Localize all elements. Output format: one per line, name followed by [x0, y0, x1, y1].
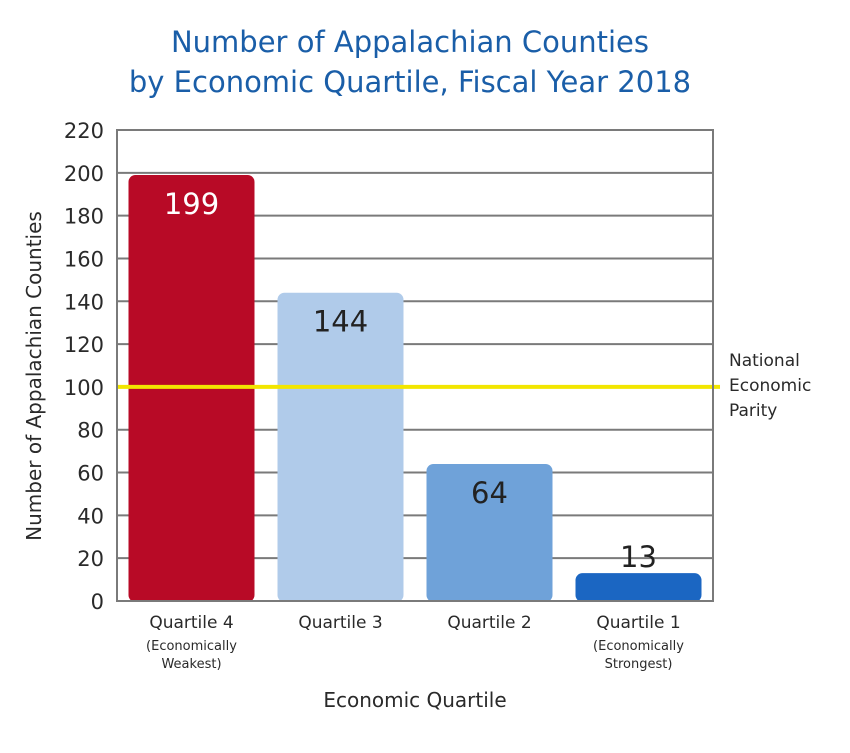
x-tick-sublabel: (Economically [593, 639, 684, 654]
data-label: 64 [471, 476, 508, 510]
plot-border [116, 129, 714, 602]
plot-frame [116, 129, 714, 602]
data-label: 13 [620, 540, 657, 574]
x-tick-sublabel: Strongest) [605, 657, 673, 672]
y-axis-title: Number of Appalachian Counties [22, 211, 46, 541]
chart-title-line-1: Number of Appalachian Counties [171, 25, 649, 59]
x-tick-label: Quartile 3 [298, 613, 382, 633]
x-tick-label: Quartile 1 [596, 613, 680, 633]
x-tick-label: Quartile 4 [149, 613, 233, 633]
y-axis-ticks: 0 20 40 60 80 100 120 140 160 180 200 220 [64, 119, 104, 614]
x-tick-label: Quartile 2 [447, 613, 531, 633]
x-axis-title: Economic Quartile [323, 688, 506, 712]
data-labels: 199 144 64 13 [164, 187, 657, 574]
x-axis-categories: Quartile 4 (Economically Weakest) Quartile … [146, 613, 684, 672]
y-tick-label: 220 [64, 119, 104, 143]
y-tick-label: 0 [91, 590, 104, 614]
y-tick-label: 140 [64, 290, 104, 314]
y-tick-label: 80 [77, 419, 104, 443]
y-tick-label: 180 [64, 205, 104, 229]
reference-line-group: National Economic Parity [117, 351, 811, 421]
y-tick-label: 120 [64, 333, 104, 357]
x-tick-sublabel: (Economically [146, 639, 237, 654]
y-tick-label: 60 [77, 462, 104, 486]
data-label: 199 [164, 187, 219, 221]
x-tick-sublabel: Weakest) [161, 657, 221, 672]
bar [277, 292, 404, 602]
reference-line-label: National [729, 351, 800, 371]
data-label: 144 [313, 305, 368, 339]
y-tick-label: 20 [77, 547, 104, 571]
y-tick-label: 200 [64, 162, 104, 186]
bar [426, 463, 553, 602]
reference-line-label: Parity [729, 401, 777, 421]
y-tick-label: 160 [64, 247, 104, 271]
bar [575, 573, 702, 602]
y-tick-label: 100 [64, 376, 104, 400]
y-tick-label: 40 [77, 504, 104, 528]
reference-line-label: Economic [729, 376, 811, 396]
chart-title: Number of Appalachian Counties by Econom… [129, 25, 691, 99]
chart-title-line-2: by Economic Quartile, Fiscal Year 2018 [129, 65, 691, 99]
